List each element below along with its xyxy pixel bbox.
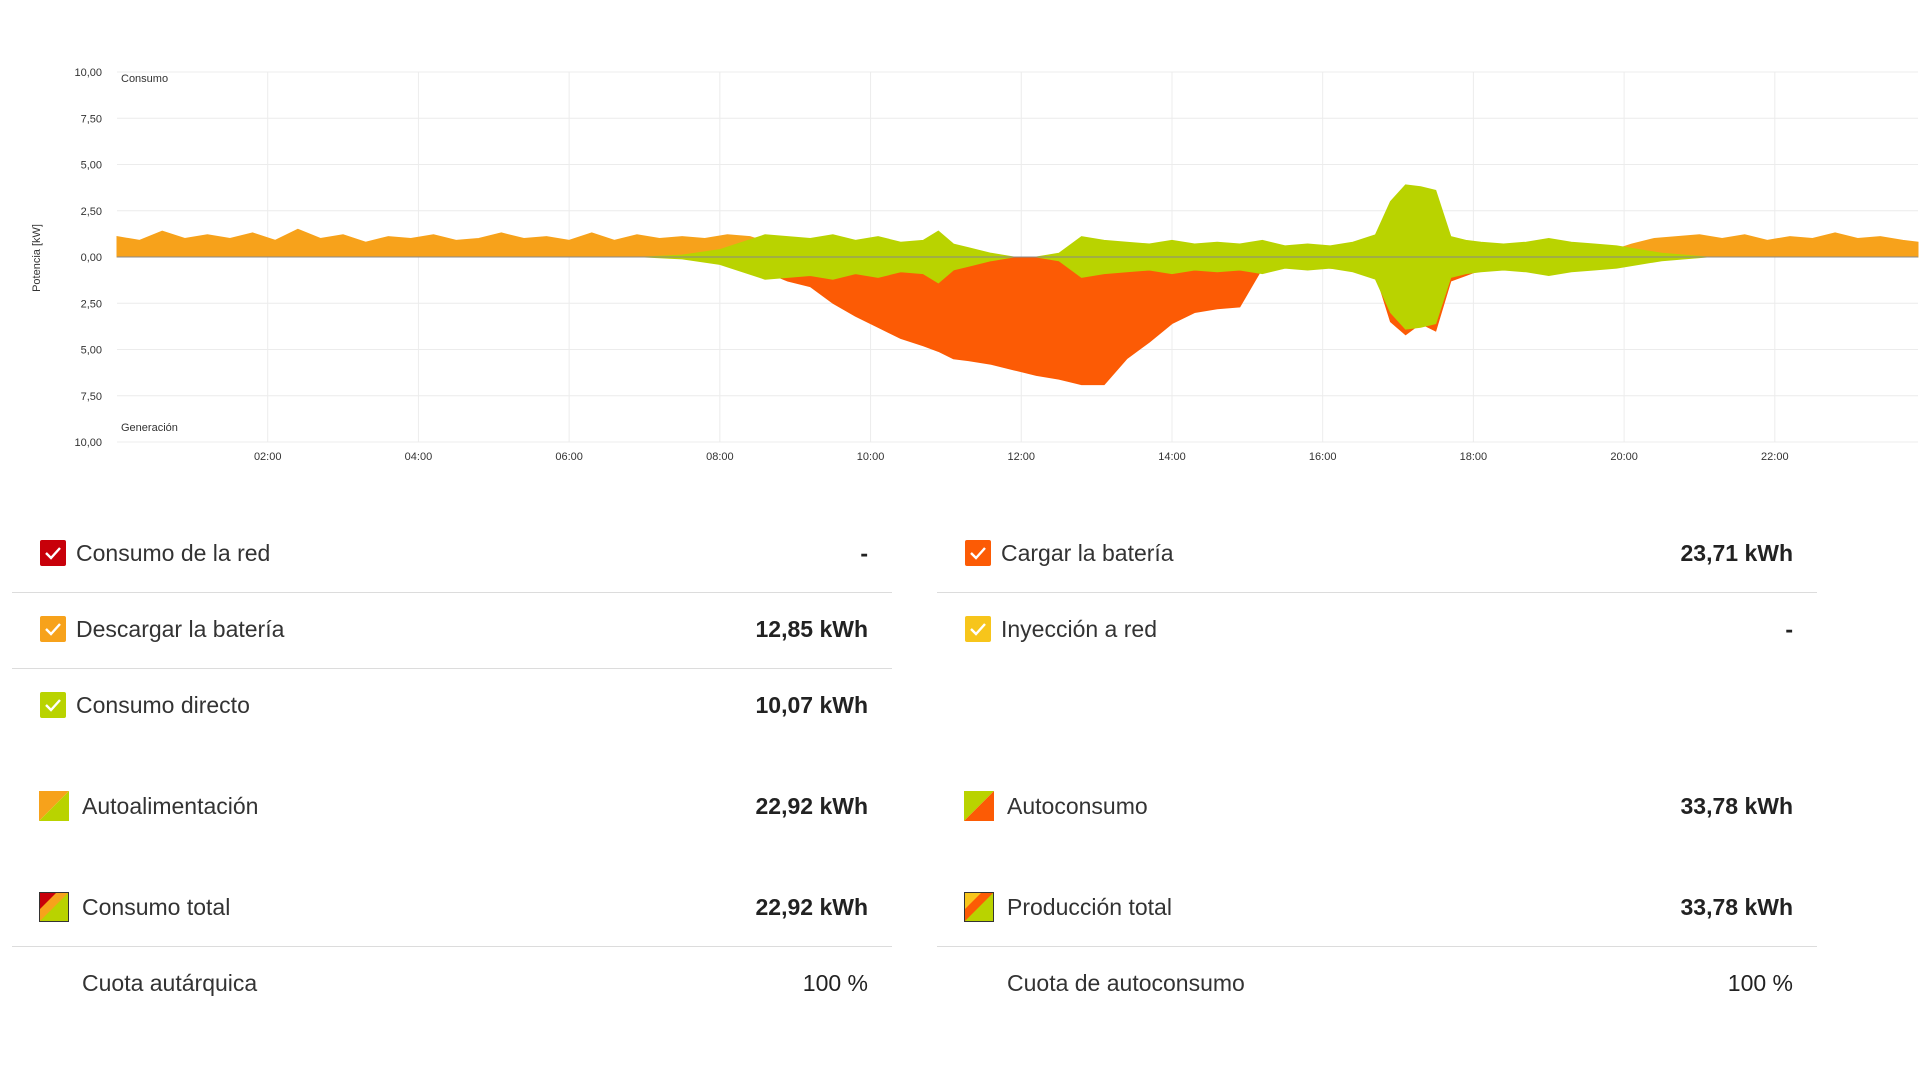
row-autoconsumo: Autoconsumo 33,78 kWh — [937, 791, 1817, 821]
row-label: Producción total — [1007, 894, 1172, 920]
row-label: Consumo de la red — [76, 540, 271, 566]
check-box-yellow-icon[interactable] — [965, 616, 991, 642]
x-tick-label: 12:00 — [1008, 451, 1036, 463]
row-value: 33,78 kWh — [1680, 894, 1794, 920]
x-tick-label: 22:00 — [1761, 451, 1789, 463]
area-consumo-directo-generación- — [644, 256, 1708, 330]
combo-red-orange-green-icon — [39, 892, 69, 922]
row-autoalimentacion: Autoalimentación 22,92 kWh — [12, 791, 892, 821]
consumption-label: Consumo — [121, 73, 168, 85]
row-value: 22,92 kWh — [755, 793, 869, 819]
divider — [937, 946, 1817, 947]
row-descargar-bateria[interactable]: Descargar la batería 12,85 kWh — [12, 614, 892, 644]
row-value: 23,71 kWh — [1680, 540, 1794, 566]
y-tick-label: 0,00 — [81, 252, 102, 264]
row-value: 100 % — [802, 970, 868, 996]
y-axis-ticks: 10,00 7,50 5,00 2,50 0,00 2,50 5,00 7,50 10,00 — [74, 67, 102, 449]
row-label: Consumo directo — [76, 692, 250, 718]
y-tick-label: 2,50 — [81, 298, 102, 310]
x-tick-label: 06:00 — [555, 451, 583, 463]
row-consumo-red[interactable]: Consumo de la red - — [12, 538, 892, 568]
divider — [937, 592, 1817, 593]
x-tick-label: 04:00 — [405, 451, 433, 463]
y-axis-label: Potencia [kW] — [31, 224, 43, 292]
y-tick-label: 10,00 — [74, 437, 102, 449]
power-chart: 10,00 7,50 5,00 2,50 0,00 2,50 5,00 7,50 10,00 0… — [31, 67, 1919, 463]
check-box-red-icon[interactable] — [40, 540, 66, 566]
x-tick-label: 02:00 — [254, 451, 282, 463]
row-cuota-autoconsumo: Cuota de autoconsumo 100 % — [937, 968, 1817, 998]
row-value: - — [860, 540, 868, 566]
y-tick-label: 2,50 — [81, 206, 102, 218]
row-label: Autoalimentación — [82, 793, 259, 819]
y-tick-label: 7,50 — [81, 113, 102, 125]
row-consumo-total: Consumo total 22,92 kWh — [12, 892, 892, 922]
generation-label: Generación — [121, 422, 178, 434]
combo-yellow-orange-green-icon — [964, 892, 994, 922]
row-inyeccion-red[interactable]: Inyección a red - — [937, 614, 1817, 644]
row-value: - — [1785, 616, 1793, 642]
combo-green-orange-icon — [964, 791, 994, 821]
row-label: Autoconsumo — [1007, 793, 1148, 819]
row-label: Cuota autárquica — [82, 970, 258, 996]
row-label: Cuota de autoconsumo — [1007, 970, 1245, 996]
check-box-green-icon[interactable] — [40, 692, 66, 718]
energy-summary: Consumo de la red - Descargar la batería… — [12, 518, 1817, 1018]
y-tick-label: 5,00 — [81, 160, 102, 172]
x-tick-label: 14:00 — [1158, 451, 1186, 463]
area-cargar-la-batería — [719, 256, 1595, 386]
x-tick-label: 16:00 — [1309, 451, 1337, 463]
x-tick-label: 10:00 — [857, 451, 885, 463]
row-value: 33,78 kWh — [1680, 793, 1794, 819]
check-box-orange-icon[interactable] — [40, 616, 66, 642]
row-label: Cargar la batería — [1001, 540, 1174, 566]
y-tick-label: 7,50 — [81, 391, 102, 403]
row-label: Descargar la batería — [76, 616, 285, 642]
divider — [12, 946, 892, 947]
row-value: 22,92 kWh — [755, 894, 869, 920]
row-label: Consumo total — [82, 894, 231, 920]
x-axis-ticks: 02:00 04:00 06:00 08:00 10:00 12:00 14:00 16:00… — [254, 451, 1789, 463]
x-tick-label: 20:00 — [1610, 451, 1638, 463]
divider — [12, 592, 892, 593]
row-value: 100 % — [1727, 970, 1793, 996]
row-cuota-autarquica: Cuota autárquica 100 % — [12, 968, 892, 998]
row-label: Inyección a red — [1001, 616, 1157, 642]
check-box-dark-orange-icon[interactable] — [965, 540, 991, 566]
y-tick-label: 10,00 — [74, 67, 102, 79]
y-tick-label: 5,00 — [81, 345, 102, 357]
combo-orange-green-icon — [39, 791, 69, 821]
x-tick-label: 08:00 — [706, 451, 734, 463]
area-consumo-directo — [644, 184, 1708, 258]
chart-areas — [116, 184, 1919, 386]
divider — [12, 668, 892, 669]
row-consumo-directo[interactable]: Consumo directo 10,07 kWh — [12, 690, 892, 720]
row-value: 12,85 kWh — [755, 616, 869, 642]
row-value: 10,07 kWh — [755, 692, 869, 718]
x-tick-label: 18:00 — [1460, 451, 1488, 463]
row-cargar-bateria[interactable]: Cargar la batería 23,71 kWh — [937, 538, 1817, 568]
row-produccion-total: Producción total 33,78 kWh — [937, 892, 1817, 922]
